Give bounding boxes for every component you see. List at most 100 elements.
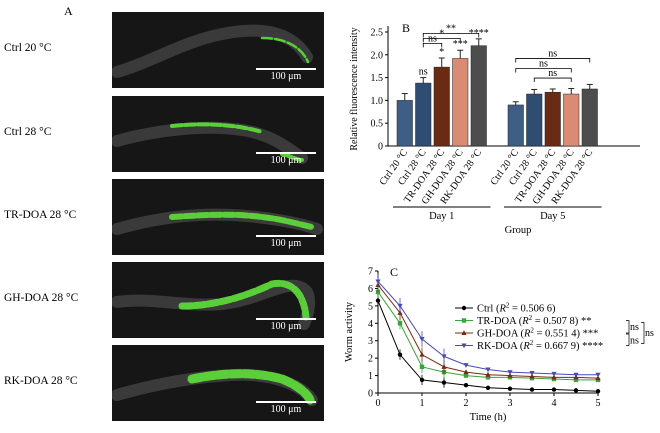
y-tick-label: 1 <box>368 371 373 382</box>
x-tick-label: 3 <box>508 398 513 409</box>
data-point <box>573 388 579 393</box>
panel-b-letter: B <box>402 21 410 35</box>
micrograph-row: Ctrl 28 °C 100 μm <box>0 96 330 172</box>
scale-bar-line <box>256 152 316 154</box>
bar <box>396 100 413 147</box>
data-point <box>419 377 425 383</box>
legend-series-name: TR-DOA ( <box>477 316 523 327</box>
y-tick-label: 5 <box>368 301 373 312</box>
x-tick-label: 4 <box>552 398 557 409</box>
data-point <box>551 371 557 377</box>
scale-bar-line <box>256 401 316 403</box>
micrograph-image: 100 μm <box>112 179 324 255</box>
bracket-label: ns <box>539 58 548 69</box>
legend-r2-symbol: R <box>521 316 529 327</box>
y-tick-label: 0 <box>378 142 383 153</box>
group-label: Day 5 <box>540 211 565 222</box>
y-tick-label: 3 <box>368 336 373 347</box>
group-label: Day 1 <box>429 211 454 222</box>
legend-r2-exponent: 2 <box>530 327 534 335</box>
significance-bracket <box>422 32 480 38</box>
legend-marker <box>461 318 467 323</box>
significance-bracket <box>422 37 461 43</box>
significance-bracket <box>515 68 572 73</box>
data-point <box>485 385 491 390</box>
significance-bracket <box>515 58 591 63</box>
data-point <box>441 364 447 369</box>
scale-bar: 100 μm <box>256 152 316 168</box>
legend-bracket <box>641 322 645 344</box>
legend-significance: ** <box>578 316 591 327</box>
y-tick-label: 0 <box>368 389 373 400</box>
scale-bar-line <box>256 235 316 237</box>
bracket-label: ns <box>428 33 437 44</box>
y-axis-label: Worm activity <box>344 301 355 362</box>
x-tick-label: 5 <box>596 398 601 409</box>
legend-r2-value: = 0.551 4) <box>534 329 581 340</box>
legend-series-name: Ctrl ( <box>477 304 500 315</box>
scale-bar: 100 μm <box>256 235 316 251</box>
x-tick-label: 2 <box>464 398 469 409</box>
scale-bar-text: 100 μm <box>270 71 302 82</box>
data-point <box>485 371 491 377</box>
bar <box>470 45 487 147</box>
micrograph-image: 100 μm <box>112 96 324 172</box>
scale-bar-text: 100 μm <box>270 404 302 415</box>
legend-entry: GH-DOA (R2 = 0.551 4) *** <box>477 327 598 340</box>
bar <box>415 82 432 147</box>
y-tick-label: 1.0 <box>371 96 384 107</box>
y-tick-label: 6 <box>368 284 373 295</box>
data-point <box>485 375 491 380</box>
x-axis-label: Time (h) <box>470 412 507 423</box>
scale-bar-text: 100 μm <box>270 238 302 249</box>
legend-r2-value: = 0.507 8) <box>532 316 579 327</box>
panel-c-line-chart: C 0 1 2 3 4 5 6 7 0 1 2 3 4 5 Time (h) Worm activity Ctrl… <box>344 265 654 423</box>
micrograph-image: 100 μm <box>112 262 324 338</box>
micrograph-image: 100 μm <box>112 345 324 421</box>
scale-bar-text: 100 μm <box>270 321 302 332</box>
data-point <box>441 354 447 360</box>
data-point <box>463 382 469 388</box>
worm-shape <box>112 368 318 406</box>
y-axis-label: Relative fluorescence intensity <box>349 27 360 150</box>
legend-significance: *** <box>580 329 598 340</box>
legend-r2-exponent: 2 <box>530 339 534 347</box>
bar <box>507 104 524 147</box>
legend-entry: TR-DOA (R2 = 0.507 8) ** <box>477 314 591 327</box>
y-tick-label: 0.5 <box>371 119 384 130</box>
legend-bracket <box>626 333 630 346</box>
data-point <box>595 389 601 394</box>
data-point <box>595 372 601 378</box>
data-point <box>375 279 381 285</box>
micrograph-row: RK-DOA 28 °C 100 μm <box>0 345 330 421</box>
fluorescence-signal <box>178 279 310 321</box>
fluorescence-signal <box>187 369 315 405</box>
micrograph-label: GH-DOA 28 °C <box>4 292 79 304</box>
scale-bar-line <box>256 68 316 70</box>
x-axis-label: Group <box>505 225 532 236</box>
legend-bracket-label: ns <box>630 322 639 333</box>
data-point <box>375 298 381 303</box>
y-tick-label: 2 <box>368 354 373 365</box>
bracket-label: ** <box>446 23 456 34</box>
data-point <box>419 351 425 357</box>
data-point <box>419 364 425 370</box>
micrograph-row: GH-DOA 28 °C 100 μm <box>0 262 330 338</box>
bar <box>452 58 469 147</box>
legend-r2-symbol: R <box>522 341 530 352</box>
data-point <box>529 387 535 392</box>
data-point <box>441 380 447 385</box>
legend-entry: Ctrl (R2 = 0.506 6) <box>477 302 556 315</box>
scale-bar: 100 μm <box>256 401 316 417</box>
data-point <box>551 374 557 380</box>
legend-r2-symbol: R <box>498 304 506 315</box>
y-tick-label: 7 <box>368 267 373 278</box>
micrograph-row: Ctrl 20 °C 100 μm <box>0 12 330 88</box>
data-point <box>485 367 491 373</box>
legend-bracket <box>626 320 630 334</box>
data-point <box>507 372 513 378</box>
legend-r2-exponent: 2 <box>529 314 533 322</box>
bar <box>544 91 561 147</box>
fluorescence-signal <box>170 122 304 162</box>
bar <box>581 88 598 147</box>
